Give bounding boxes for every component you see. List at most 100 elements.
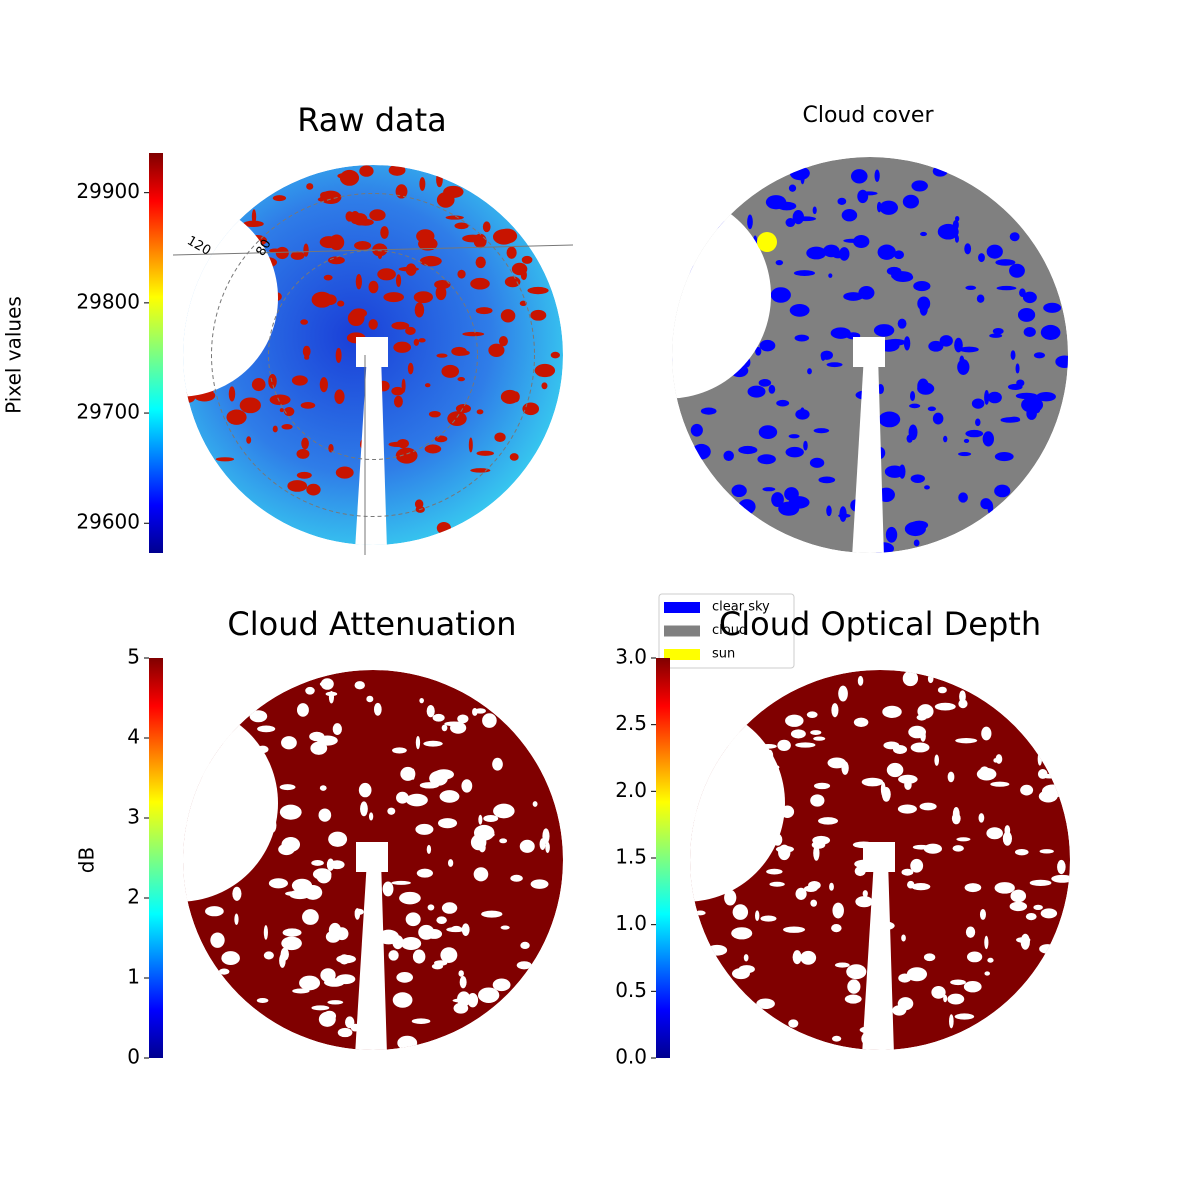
legend: clear sky cloud sun (658, 593, 795, 669)
sky-patch (1014, 848, 1029, 856)
sky-patch (447, 411, 467, 427)
sky-patch (287, 480, 308, 492)
sky-patch (415, 735, 421, 750)
sky-patch (857, 675, 864, 686)
sky-patch (319, 681, 329, 687)
sky-patch (292, 988, 310, 994)
colorbar-tick-label: 2.0 (615, 778, 647, 802)
polar-label: 80 (254, 237, 275, 259)
sky-patch (785, 714, 804, 727)
sky-patch (820, 351, 826, 361)
sky-patch (337, 1027, 353, 1038)
sky-patch (419, 177, 426, 191)
sky-patch (268, 878, 288, 889)
sky-patch (311, 860, 324, 866)
sky-patch (952, 845, 964, 852)
sky-patch (334, 389, 345, 404)
sky-patch (534, 363, 556, 378)
sky-patch (882, 705, 902, 718)
sky-patch (539, 838, 546, 851)
sky-patch (917, 296, 931, 311)
sky-patch (893, 250, 905, 260)
sky-patch (251, 209, 257, 225)
sky-patch (296, 471, 312, 479)
sky-patch (368, 319, 378, 330)
sky-patch (419, 255, 442, 267)
sky-patch (810, 730, 822, 736)
sky-patch (400, 936, 422, 951)
sky-patch (898, 774, 918, 784)
sky-patch (453, 1002, 469, 1014)
sky-patch (1009, 263, 1025, 278)
sky-patch (323, 274, 333, 281)
legend-label: sun (712, 647, 735, 662)
sky-patch (987, 391, 1002, 404)
sky-patch (281, 936, 302, 951)
sky-patch (387, 807, 396, 815)
legend-label: clear sky (712, 600, 770, 615)
panel-title: Raw data (297, 101, 447, 139)
sky-patch (879, 200, 898, 215)
sky-patch (438, 818, 458, 829)
legend-label: cloud (712, 623, 747, 638)
sky-patch (398, 266, 419, 272)
sky-patch (755, 910, 760, 922)
sky-patch (492, 757, 503, 771)
sky-patch (411, 1018, 431, 1024)
sky-patch (828, 273, 833, 278)
mask (183, 704, 278, 902)
sky-patch (692, 443, 711, 460)
mask (690, 704, 786, 902)
sky-patch (877, 244, 896, 260)
sky-patch (984, 971, 990, 976)
sky-patch (312, 868, 332, 881)
mask (355, 355, 387, 545)
sky-patch (473, 824, 495, 841)
sky-patch (306, 183, 314, 190)
sky-patch (498, 336, 508, 347)
sky-patch (296, 703, 309, 717)
sky-patch (319, 785, 327, 791)
colorbar-tick-label: 0 (127, 1045, 140, 1069)
sky-patch (788, 184, 797, 192)
colorbar-tick-label: 2 (127, 885, 140, 909)
sky-patch (457, 714, 469, 724)
sky-patch (996, 285, 1017, 291)
mask (356, 842, 388, 872)
sky-patch (1004, 825, 1011, 836)
colorbar-label: dB (75, 847, 99, 873)
sky-patch (809, 457, 825, 468)
sky-patch (891, 271, 913, 281)
sky-patch (279, 953, 286, 968)
sky-patch (499, 838, 508, 844)
sky-patch (520, 941, 530, 950)
sky-patch (1033, 904, 1043, 911)
sky-patch (377, 268, 396, 281)
sky-patch (813, 782, 831, 790)
sky-patch (532, 801, 538, 807)
sky-patch (327, 1000, 344, 1005)
sky-patch (318, 1011, 336, 1027)
sky-patch (1037, 768, 1048, 779)
sky-patch (811, 840, 826, 849)
sky-patch (958, 451, 972, 457)
sky-patch (510, 874, 523, 882)
sky-patch (476, 409, 484, 415)
sky-patch (436, 521, 451, 535)
sky-patch (354, 240, 372, 251)
sky-patch (399, 891, 421, 905)
sky-patch (461, 923, 470, 937)
sky-patch (232, 886, 242, 901)
sky-patch (434, 435, 448, 443)
sky-patch (359, 165, 374, 177)
sky-patch (335, 927, 349, 941)
sky-patch (268, 374, 277, 389)
sky-patch (337, 300, 345, 307)
sky-patch (910, 858, 924, 873)
sky-patch (441, 724, 448, 732)
sky-patch (392, 747, 407, 754)
sky-patch (319, 377, 328, 393)
sky-patch (897, 318, 907, 329)
sky-patch (806, 246, 827, 260)
